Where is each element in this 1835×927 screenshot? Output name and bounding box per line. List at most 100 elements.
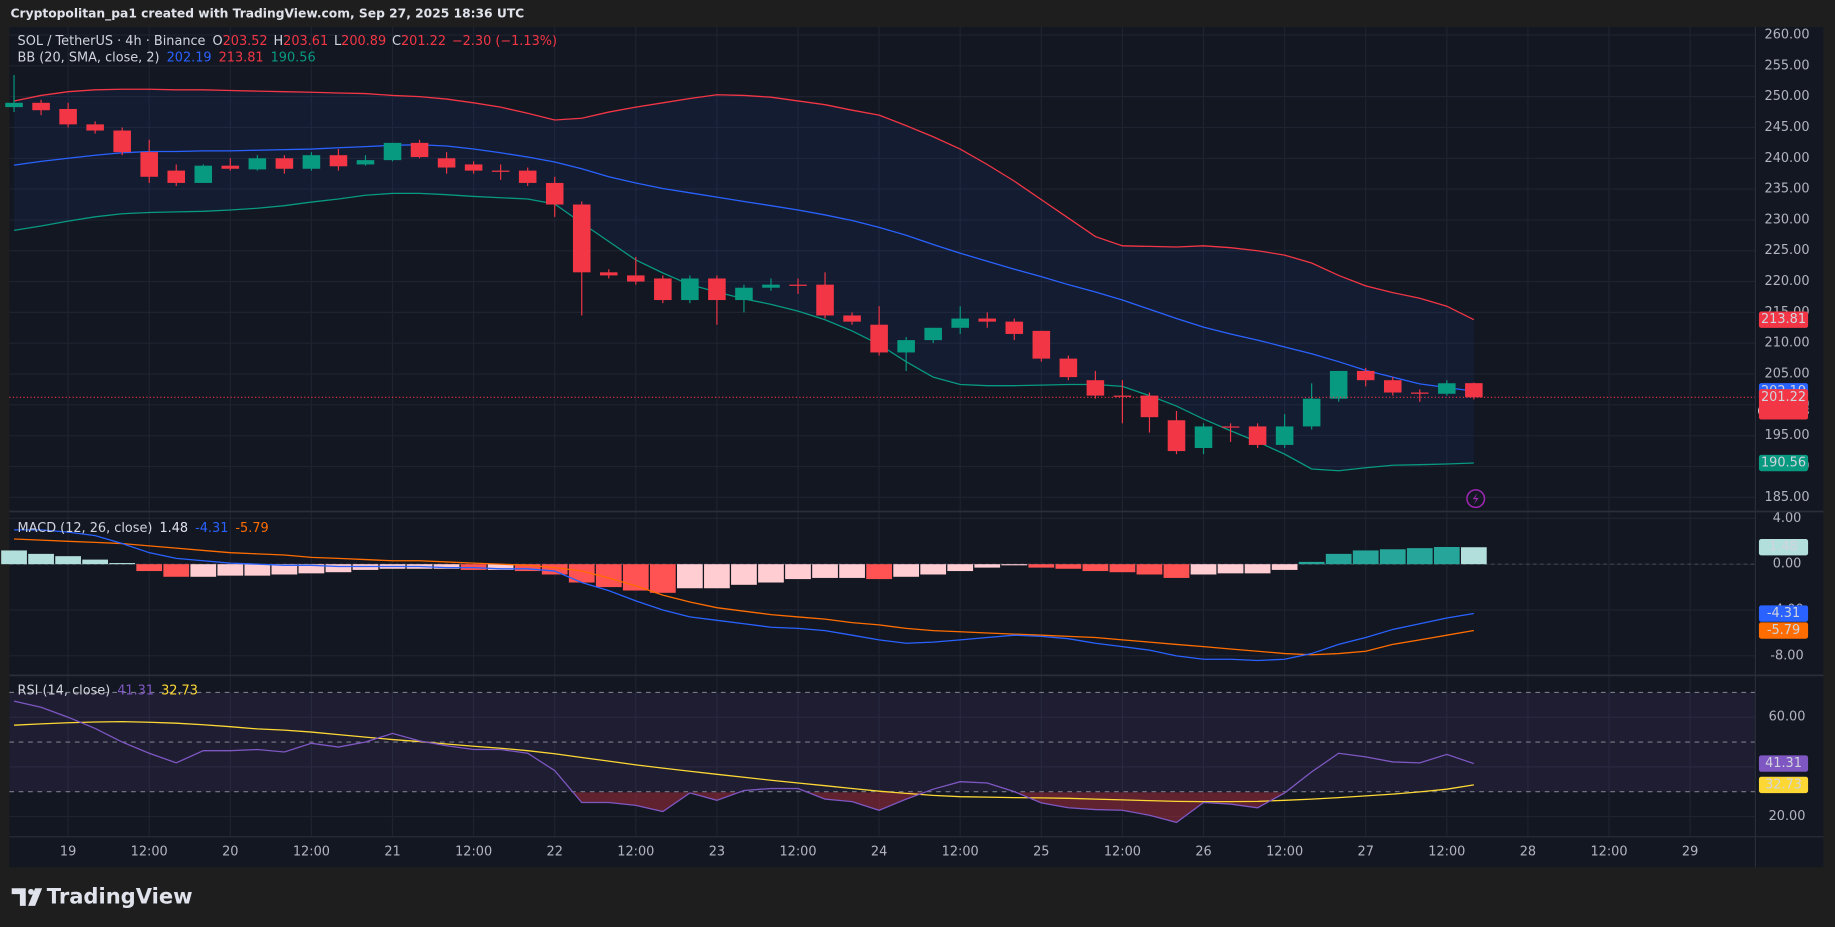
x-tick-label: 21 [384,845,400,860]
candle-body [113,130,131,153]
candle-body [897,340,915,353]
histogram-bar [487,564,514,570]
histogram-bar [893,564,920,577]
histogram-bar [271,564,298,575]
bb-fill [14,89,1474,471]
histogram-bar [812,564,838,578]
price-badge [1758,311,1809,328]
histogram-bar [1433,546,1460,565]
histogram-bar [244,564,271,576]
alert-icon [1466,489,1486,509]
histogram-bar [1028,564,1055,568]
x-tick-label: 20 [222,845,238,860]
bb-label: BB (20, SMA, close, 2) [18,50,160,65]
x-tick-label: 12:00 [942,845,979,860]
x-tick-label: 12:00 [1428,845,1465,860]
histogram-bar [190,564,217,577]
rsi-value: 41.31 [117,683,154,698]
bb-lower-value: 190.56 [271,50,316,65]
candle-body [140,152,158,177]
x-tick-label: 28 [1520,845,1536,860]
candle-body [1248,426,1267,445]
candle-body [32,102,50,111]
candle-body [86,124,104,131]
candle-body [843,315,861,322]
histogram-bar [1136,564,1163,575]
x-tick-label: 27 [1358,845,1374,860]
candle-body [59,108,77,125]
candle-body [1167,420,1186,452]
hist-value: 1.48 [159,520,188,535]
bb-basis-line [13,144,1474,392]
ohlc-label: L [334,34,342,49]
histogram-bar [677,564,703,589]
histogram-bar [1244,564,1271,574]
symbol: SOL / TetherUS · 4h · Binance [18,34,206,49]
open-value: 203.52 [223,34,268,49]
candle-body [1059,358,1078,378]
histogram-bar [785,564,811,580]
histogram-bar [595,564,622,588]
candle-body [870,324,888,353]
histogram-bar [541,564,568,575]
rsi-line [13,700,1475,824]
x-tick-label: 22 [547,845,563,860]
candle-body [275,158,294,169]
x-tick-label: 12:00 [1590,845,1627,860]
low-value: 200.89 [341,34,386,49]
histogram-bar [649,564,676,593]
price-badge [1758,539,1809,556]
macd-line [14,529,1474,662]
candle-body [248,158,267,170]
candle-body [735,287,753,301]
change: −2.30 (−1.13%) [452,34,557,49]
candle-body [518,170,537,183]
histogram-bar [1,550,27,565]
macd-label: MACD (12, 26, close) [18,520,153,535]
price-badge-label: 213.81 [1761,312,1806,327]
y-tick-label: 210.00 [1765,336,1810,351]
candle-body [1465,383,1483,398]
histogram-bar [1163,564,1190,578]
histogram-bar [1082,564,1109,572]
candle-body [1275,426,1294,445]
bb-basis-value: 202.19 [167,50,212,65]
y-tick-label: 255.00 [1765,58,1810,73]
x-tick-label: 29 [1682,845,1698,860]
candle-body [1329,370,1348,399]
plot: 19 12:00 20 12:00 21 12:00 22 12:00 23 12:00 24 12:… [1,26,1810,860]
histogram-bar [758,564,784,583]
ohlc-label: O [212,34,222,49]
candle-body [1438,383,1456,394]
histogram-bar [974,564,1001,568]
candle-body [410,142,429,158]
price-badge-label: -4.31 [1767,606,1800,621]
candle-body [951,318,969,328]
candle-body [816,284,834,316]
x-tick-label: 12:00 [1266,845,1303,860]
histogram-bar [55,556,81,565]
histogram-bar [1325,553,1352,565]
ohlc-label: H [273,34,283,49]
histogram-bar [109,563,136,565]
x-tick-label: 25 [1033,845,1049,860]
signal-line [14,538,1474,656]
histogram-bar [731,564,757,585]
histogram-bar [568,564,595,583]
bb-legend: BB (20, SMA, close, 2) 202.19 213.81 190.56 [18,50,316,65]
candle-body [1005,321,1024,334]
y-tick-label: 205.00 [1765,367,1810,382]
macd-legend: MACD (12, 26, close) 1.48 -4.31 -5.79 [18,520,269,535]
rsi-label: RSI (14, close) [18,683,111,698]
y-tick-label: 250.00 [1765,89,1810,104]
price-badge [1758,389,1809,420]
credit: Cryptopolitan_pa1 created with TradingVi… [11,7,525,22]
x-tick-label: 12:00 [617,845,654,860]
candle-body [789,284,807,286]
price-badges: 213.81202.19190.56201.221.48-4.31-5.7941… [1758,311,1809,794]
histogram-bar [82,559,109,565]
brand-logo: TradingView [11,884,193,909]
brand: TradingView [47,884,193,909]
x-tick-label: 19 [60,845,76,860]
